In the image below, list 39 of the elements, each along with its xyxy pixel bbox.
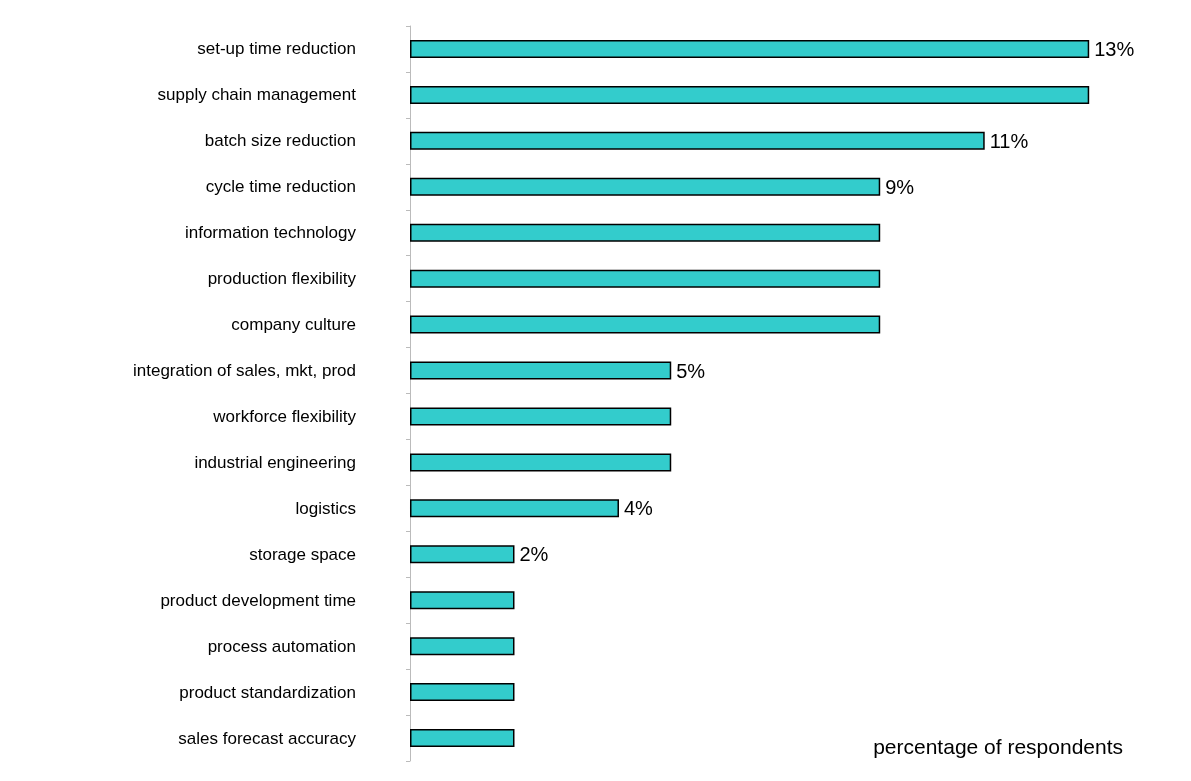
y-tick-label: logistics <box>295 498 356 518</box>
y-tick-label: set-up time reduction <box>197 39 356 59</box>
y-tick-label: cycle time reduction <box>205 177 356 197</box>
x-axis-title: percentage of respondents <box>873 735 1124 758</box>
y-tick-label: information technology <box>184 223 357 243</box>
y-tick-label: workforce flexibility <box>212 406 357 426</box>
bar <box>410 177 881 196</box>
data-label: 11% <box>989 129 1029 152</box>
bar <box>410 407 672 426</box>
bar <box>410 729 515 748</box>
bar <box>410 637 515 656</box>
y-tick-label: industrial engineering <box>194 452 356 472</box>
data-label: 9% <box>885 175 915 198</box>
y-tick-label: product development time <box>160 590 356 610</box>
y-tick-label: product standardization <box>179 682 356 702</box>
bar <box>410 269 881 288</box>
bar <box>410 361 672 380</box>
bar <box>410 591 515 610</box>
y-tick-label: storage space <box>249 544 356 564</box>
data-label: 5% <box>676 359 706 382</box>
y-tick-label: process automation <box>207 636 356 656</box>
bar <box>410 39 1090 58</box>
bar <box>410 315 881 334</box>
bar <box>410 499 619 518</box>
y-tick-label: supply chain management <box>157 85 357 105</box>
y-tick-label: batch size reduction <box>204 131 356 151</box>
y-tick-label: sales forecast accuracy <box>178 728 357 748</box>
data-label: 13% <box>1094 37 1135 60</box>
bar <box>410 683 515 702</box>
bar <box>410 131 985 150</box>
y-tick-label: integration of sales, mkt, prod <box>132 361 356 381</box>
bar <box>410 223 881 242</box>
data-label: 4% <box>623 497 654 520</box>
bar <box>410 545 515 564</box>
bar <box>410 453 672 472</box>
y-tick-label: company culture <box>231 315 356 335</box>
y-tick-label: production flexibility <box>207 269 357 289</box>
data-label: 2% <box>519 543 549 566</box>
bar <box>410 85 1090 104</box>
